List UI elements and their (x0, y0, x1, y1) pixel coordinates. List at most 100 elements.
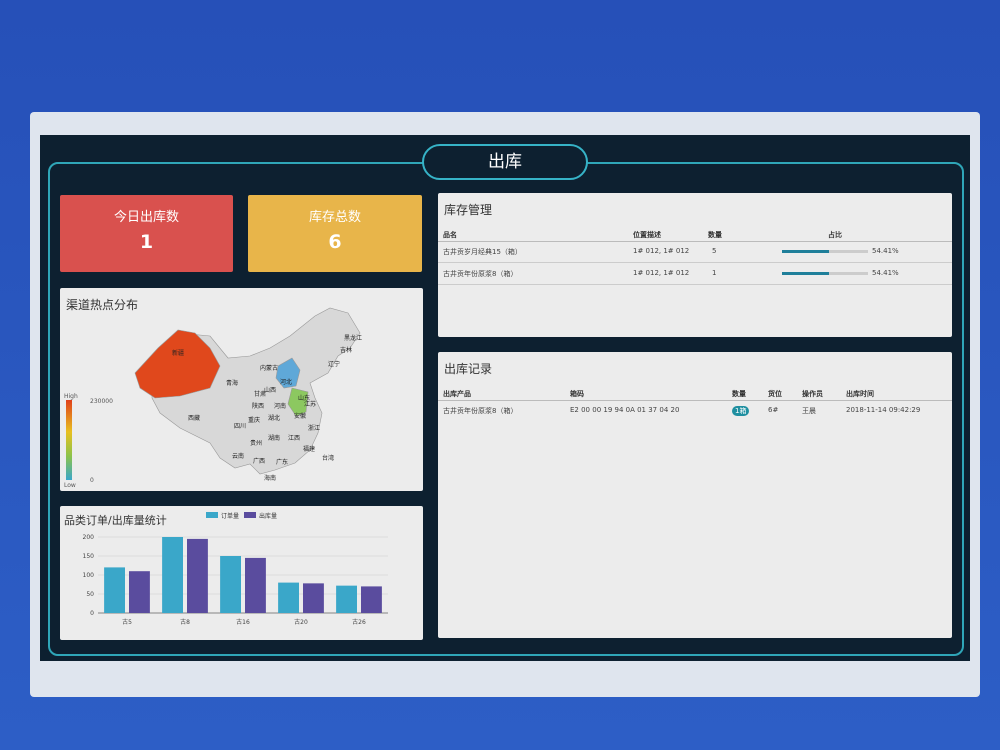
map-region-label: 陕西 (252, 402, 264, 410)
legend-label: 出库量 (259, 512, 277, 520)
bar (278, 582, 299, 613)
inventory-panel: 库存管理 品名 位置描述 数量 占比古井贡岁月经典15（箱） 1# 012, 1# 01… (438, 193, 952, 337)
map-region (275, 357, 301, 389)
bar (187, 538, 208, 613)
map-region-label: 台湾 (322, 454, 334, 462)
visual-map-high: High (64, 393, 78, 400)
map-region-label: 浙江 (308, 424, 320, 432)
map-region (287, 387, 309, 417)
map-region-label: 吉林 (340, 346, 352, 354)
column-header: 箱码 (570, 390, 584, 398)
visual-map-min: 0 (90, 477, 94, 484)
cell: 王晨 (802, 407, 816, 415)
map-region-label: 贵州 (250, 439, 262, 447)
legend-swatch (206, 512, 218, 518)
cell: 1# 012, 1# 012 (633, 269, 690, 277)
column-header: 数量 (708, 231, 722, 239)
map-region-label: 云南 (232, 452, 244, 460)
cell: 54.41% (872, 247, 899, 255)
y-tick-label: 100 (83, 572, 95, 579)
map-region-label: 湖北 (268, 414, 280, 422)
column-header: 数量 (732, 390, 746, 398)
map-region-label: 广西 (253, 457, 265, 465)
map-region-label: 广东 (276, 458, 288, 466)
map-region-label: 福建 (303, 445, 315, 453)
stat-card: 今日出库数 1 (60, 195, 233, 272)
cell: E2 00 00 19 94 0A 01 37 04 20 (570, 406, 680, 414)
bar (361, 586, 382, 613)
map-region-label: 青海 (226, 379, 238, 387)
cell: 5 (712, 247, 717, 255)
bar (104, 567, 125, 613)
map-region-label: 重庆 (248, 416, 260, 424)
map-region-hot (134, 329, 221, 399)
divider (438, 262, 952, 263)
records-panel: 出库记录 出库产品 箱码 数量 货位 操作员 出库时间古井贡年份原浆8（箱） E2 00 0… (438, 352, 952, 638)
y-tick-label: 150 (83, 553, 95, 560)
legend-swatch (244, 512, 256, 518)
divider (438, 400, 952, 401)
y-tick-label: 50 (86, 591, 94, 598)
column-header: 出库产品 (443, 390, 471, 398)
cell: 古井贡年份原浆8（箱） (443, 407, 518, 415)
divider (438, 241, 952, 242)
map-panel: 渠道热点分布 High 230000 Low 0 新疆 西藏 青海 甘肃 内蒙古 黑龙江吉… (60, 288, 423, 491)
legend-label: 订单量 (221, 512, 239, 520)
stat-card: 库存总数 6 (248, 195, 422, 272)
bar (245, 557, 266, 613)
map-region-label: 河南 (274, 402, 286, 410)
map-region-label: 黑龙江 (344, 334, 362, 342)
progress-bar (782, 272, 829, 275)
visual-map-max: 230000 (90, 398, 113, 405)
column-header: 出库时间 (846, 390, 874, 398)
map-region-label: 湖南 (268, 434, 280, 442)
map-region-label: 内蒙古 (260, 364, 278, 372)
x-tick-label: 古5 (122, 618, 132, 626)
cell: 1# 012, 1# 012 (633, 247, 690, 255)
map-region-label: 河北 (280, 378, 292, 386)
column-header: 位置描述 (633, 231, 661, 239)
bar (336, 585, 357, 613)
cell: 古井贡岁月经典15（箱） (443, 248, 522, 256)
stat-value: 1 (139, 231, 154, 253)
chart-title: 品类订单/出库量统计 (64, 513, 167, 527)
map-region-label: 山东 (298, 394, 310, 402)
column-header: 品名 (443, 231, 457, 239)
map-region-label: 辽宁 (328, 360, 340, 368)
map-region-label: 海南 (264, 474, 276, 482)
y-tick-label: 200 (83, 534, 95, 541)
divider (438, 284, 952, 285)
map-region-label: 安徽 (294, 412, 306, 420)
quantity-badge: 1箱 (732, 406, 750, 416)
map-region-label: 西藏 (188, 414, 200, 422)
column-header: 货位 (768, 390, 782, 398)
visual-map-bar (66, 400, 72, 480)
x-tick-label: 古26 (352, 618, 366, 626)
bar (303, 583, 324, 613)
map-region-label: 甘肃 (254, 390, 266, 398)
stat-label: 今日出库数 (113, 210, 179, 225)
progress-bar (782, 250, 829, 253)
page-title: 出库 (422, 144, 588, 180)
column-header: 操作员 (802, 390, 823, 398)
y-tick-label: 0 (90, 610, 94, 617)
map-region-label: 四川 (234, 423, 246, 430)
panel-title: 渠道热点分布 (66, 298, 139, 312)
stat-value: 6 (328, 231, 342, 253)
bar (220, 556, 241, 613)
map-region-label: 江西 (288, 435, 300, 442)
map-region-label: 山西 (264, 386, 276, 394)
panel-title: 库存管理 (444, 203, 493, 217)
visual-map-low: Low (64, 482, 76, 489)
map-region-label: 江苏 (304, 400, 316, 408)
x-tick-label: 古8 (180, 618, 190, 626)
cell: 1 (712, 269, 717, 277)
chart-panel: 品类订单/出库量统计 0 50 100 150 200 订单量 出库量 古5 古8 古16 古20 古… (60, 506, 423, 640)
x-tick-label: 古16 (236, 618, 250, 626)
panel-title: 出库记录 (444, 362, 493, 376)
column-header: 占比 (828, 231, 842, 239)
cell: 2018-11-14 09:42:29 (846, 406, 921, 414)
